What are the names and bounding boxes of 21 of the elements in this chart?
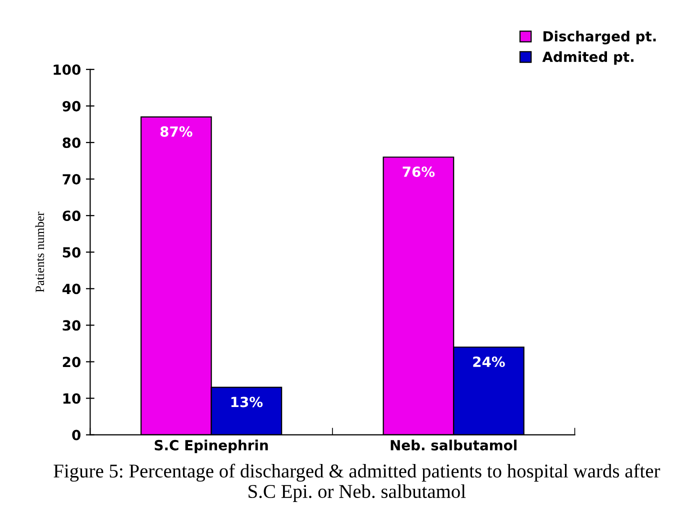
data-label: 24% (473, 356, 505, 368)
x-tick-label: Neb. salbutamol (390, 440, 516, 450)
y-tick-label: 50 (62, 247, 80, 258)
legend-label: Discharged pt. (544, 30, 656, 44)
y-tick-label: 20 (62, 356, 80, 368)
y-tick-label: 30 (62, 320, 80, 331)
legend-label: Admited pt. (542, 51, 634, 65)
y-axis-title: Patients number (35, 212, 44, 292)
y-tick-label: 90 (62, 100, 80, 112)
data-label: 13% (231, 396, 263, 408)
caption: Figure 5: Percentage of discharged & admitted patients to hospital wards after S.C Epi. or Neb. salbutamol (54, 464, 660, 502)
x-tick-label: S.C Epinephrin (154, 440, 268, 454)
y-tick-label: 70 (62, 174, 80, 185)
data-label: 76% (402, 166, 435, 178)
data-label: 87% (160, 126, 192, 137)
y-tick-label: 10 (63, 393, 80, 404)
y-tick-label: 0 (72, 430, 80, 440)
y-tick-label: 60 (62, 210, 80, 222)
y-tick-label: 40 (62, 284, 80, 294)
y-tick-label: 100 (54, 64, 80, 75)
y-tick-label: 80 (62, 137, 80, 148)
